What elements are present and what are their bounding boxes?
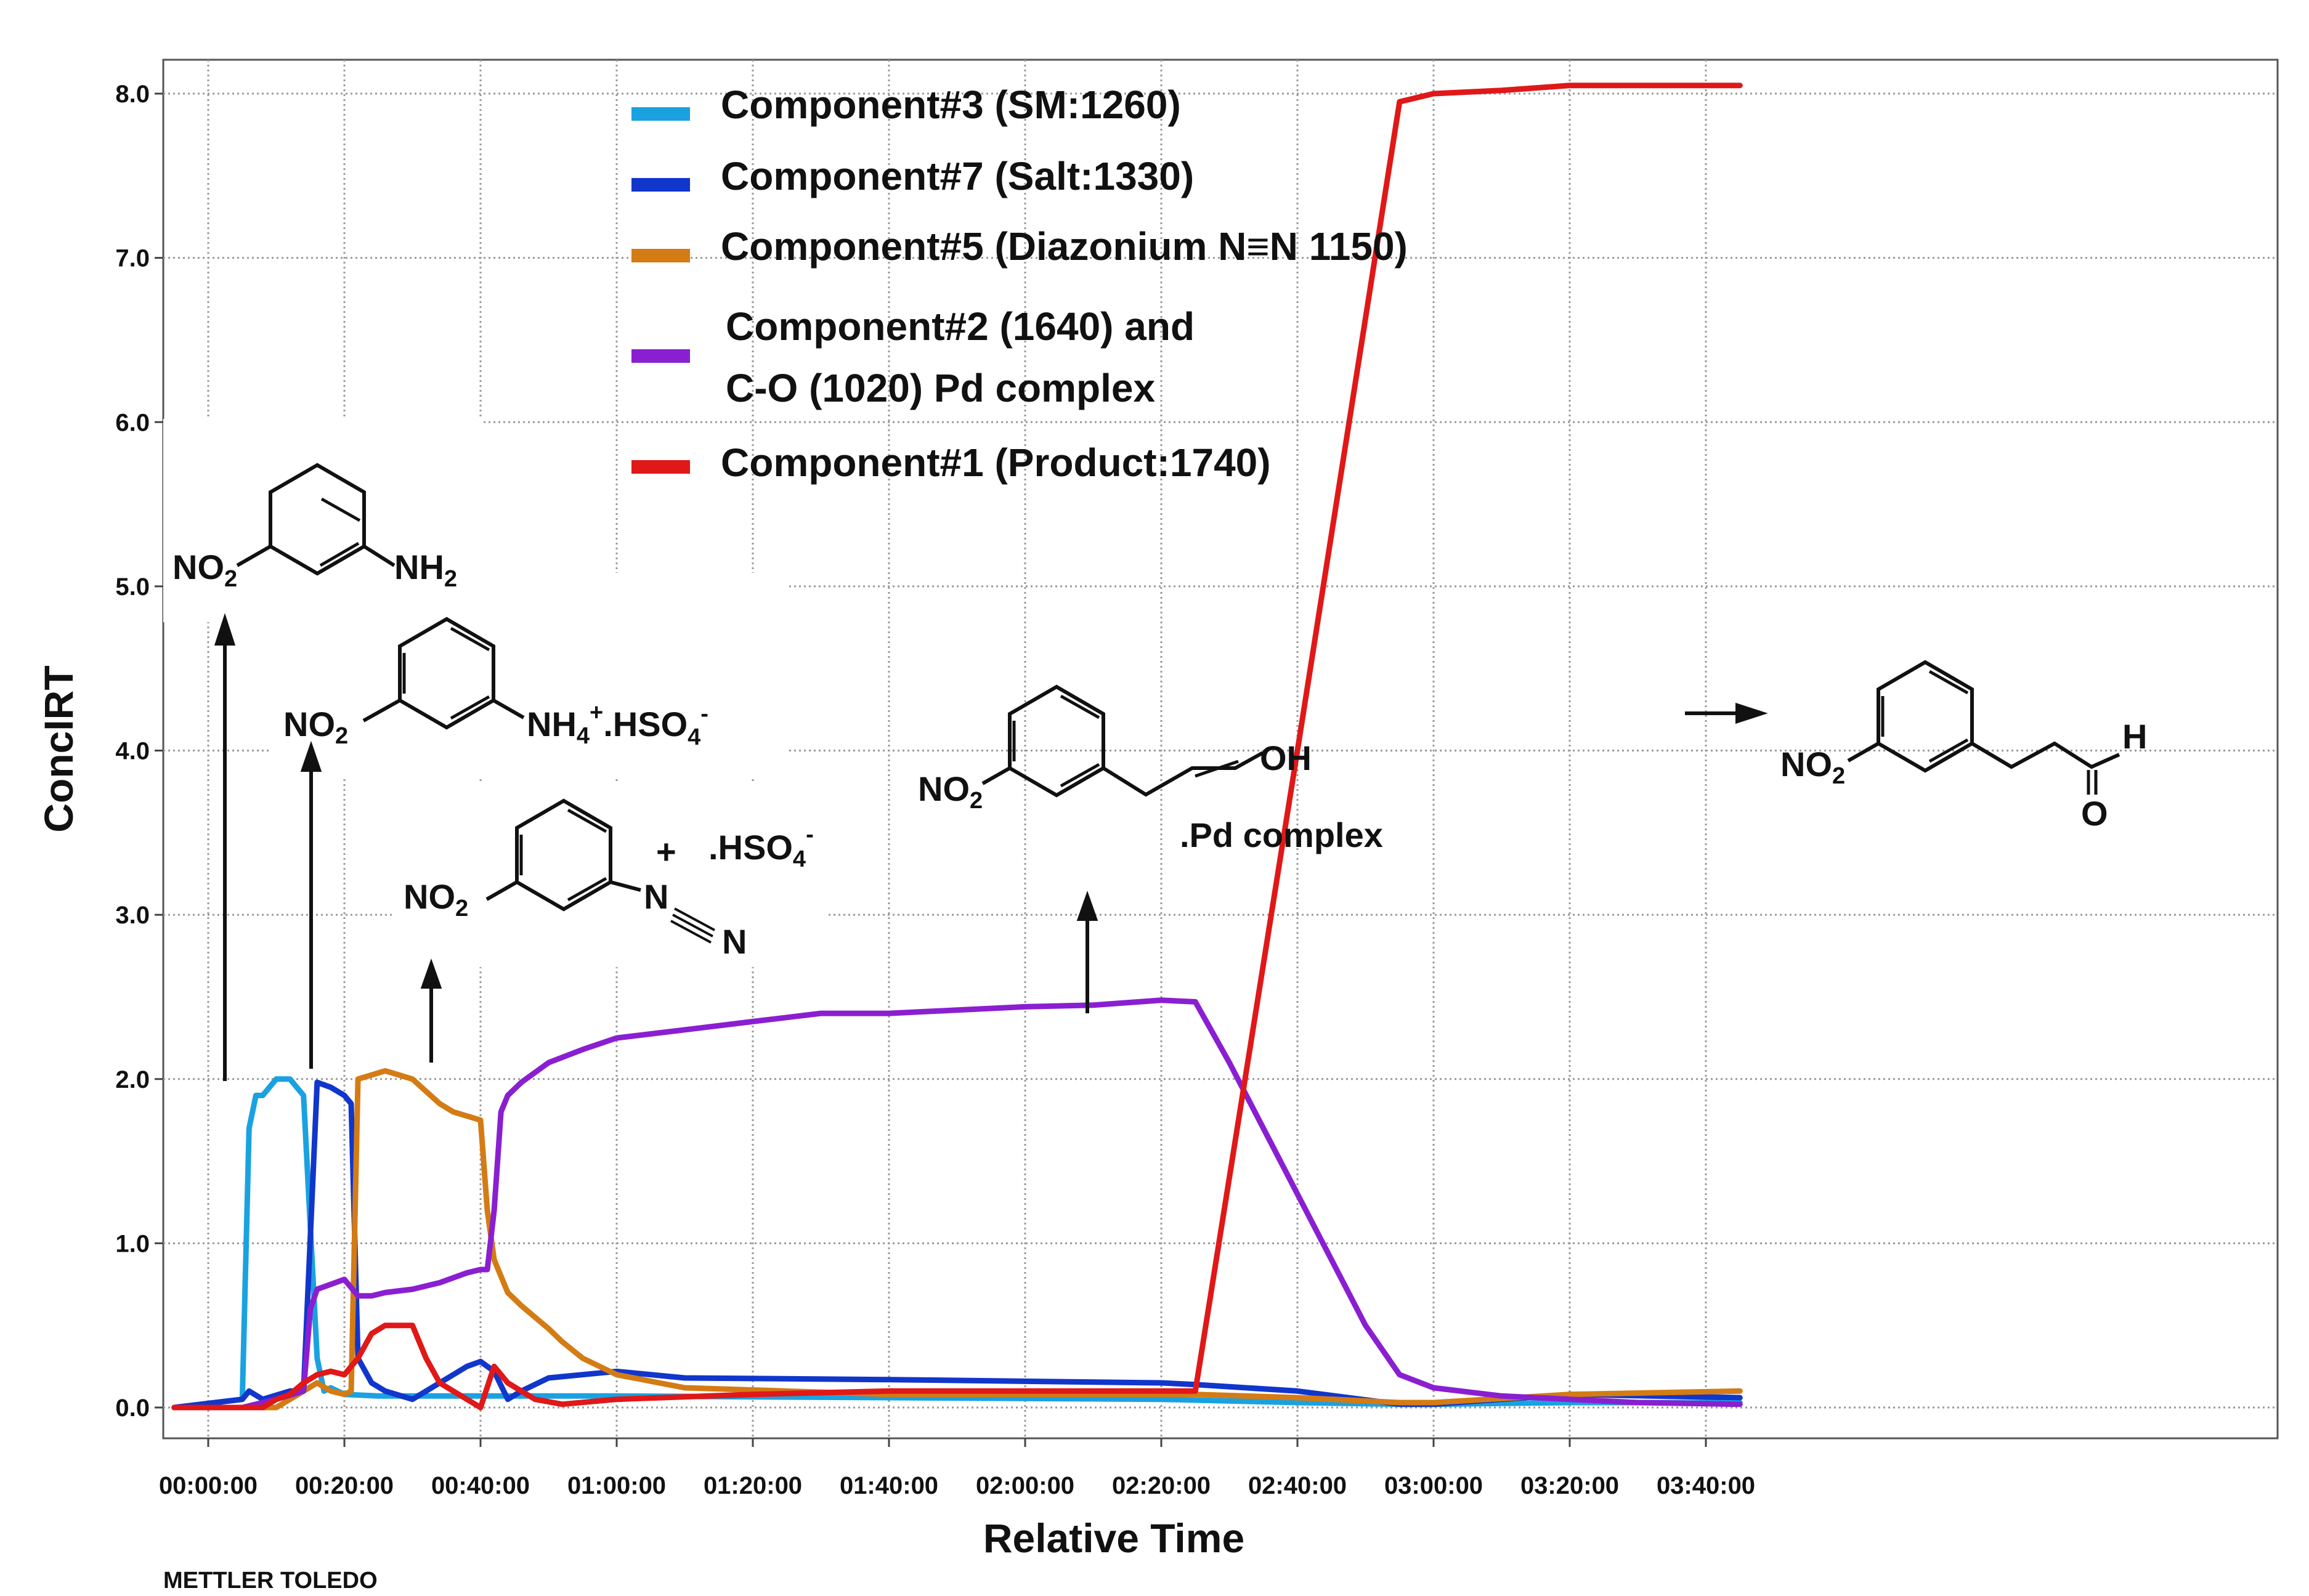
plot-frame	[162, 59, 2279, 1440]
x-tick-label: 03:40:00	[1657, 1472, 1755, 1499]
x-tick-labels: 00:00:00 00:20:00 00:40:00 01:00:00 01:20:00…	[159, 1472, 1755, 1499]
y-tick-label: 1.0	[115, 1230, 150, 1257]
series-line-3	[171, 1067, 1743, 1411]
legend-label: Component#2 (1640) and	[726, 304, 1195, 349]
series-lines	[171, 83, 1743, 1411]
molecule-nitroaniline: NO2 NH2	[172, 463, 457, 592]
svg-text:N: N	[644, 877, 668, 916]
y-tick-labels: 0.0 1.0 2.0 3.0 4.0 5.0 6.0 7.0 8.0	[115, 81, 150, 1422]
annotation-arrows	[214, 613, 1768, 1081]
svg-text:O: O	[2081, 794, 2108, 833]
x-tick-label: 00:00:00	[159, 1472, 258, 1499]
svg-text:NH4+.HSO4-: NH4+.HSO4-	[527, 700, 708, 750]
svg-text:NH2: NH2	[394, 548, 457, 592]
grid	[155, 60, 2278, 1447]
y-tick-label: 3.0	[115, 902, 150, 929]
y-tick-label: 0.0	[115, 1395, 150, 1422]
legend-label: C-O (1020) Pd complex	[726, 366, 1156, 410]
x-tick-label: 01:20:00	[704, 1472, 802, 1499]
x-tick-label: 01:40:00	[840, 1472, 938, 1499]
svg-text:H: H	[2122, 717, 2147, 756]
y-tick-label: 4.0	[115, 738, 150, 765]
molecule-enol-pd-complex: NO2 OH .Pd complex	[918, 684, 1383, 854]
x-tick-label: 02:00:00	[976, 1472, 1074, 1499]
y-tick-label: 6.0	[115, 409, 150, 436]
y-tick-label: 8.0	[115, 81, 150, 108]
svg-text:+: +	[656, 832, 676, 871]
svg-text:NO2: NO2	[1780, 745, 1845, 789]
series-line-4	[171, 997, 1743, 1411]
svg-text:NO2: NO2	[172, 548, 237, 592]
arrow-diazonium-head	[420, 958, 442, 989]
x-tick-label: 01:00:00	[567, 1472, 666, 1499]
arrow-sm-head	[214, 613, 236, 646]
y-tick-label: 5.0	[115, 573, 150, 601]
y-tick-label: 2.0	[115, 1066, 150, 1093]
y-tick-label: 7.0	[115, 245, 150, 272]
legend-label: Component#1 (Product:1740)	[721, 440, 1271, 485]
molecule-ammonium-salt: NO2 NH4+.HSO4-	[283, 617, 708, 750]
svg-text:.Pd complex: .Pd complex	[1180, 816, 1383, 854]
legend-label: Component#7 (Salt:1330)	[721, 154, 1194, 198]
structure-mask-2	[271, 573, 789, 776]
x-tick-label: 00:20:00	[295, 1472, 394, 1499]
svg-text:N: N	[722, 922, 747, 961]
x-tick-label: 03:00:00	[1384, 1472, 1483, 1499]
svg-text:OH: OH	[1260, 739, 1312, 777]
arrow-salt-head	[300, 740, 322, 772]
molecule-diazonium-salt: NO2 + N N .HSO4-	[404, 798, 814, 961]
series-line-2	[171, 1079, 1743, 1411]
x-tick-label: 02:40:00	[1248, 1472, 1347, 1499]
x-tick-label: 02:20:00	[1112, 1472, 1211, 1499]
molecule-aldehyde-product: NO2 H O	[1780, 660, 2147, 833]
svg-text:.HSO4-: .HSO4-	[708, 822, 814, 872]
svg-text:NO2: NO2	[283, 705, 348, 749]
legend-label: Component#3 (SM:1260)	[721, 83, 1181, 127]
y-axis-title: ConcIRT	[36, 665, 81, 832]
legend: Component#3 (SM:1260) Component#7 (Salt:1…	[631, 83, 1408, 485]
svg-text:NO2: NO2	[918, 769, 983, 814]
x-tick-label: 00:40:00	[431, 1472, 530, 1499]
arrow-pd-head	[1076, 890, 1098, 921]
legend-label: Component#5 (Diazonium N≡N 1150)	[721, 224, 1408, 269]
svg-text:NO2: NO2	[404, 877, 468, 922]
series-line-5	[171, 83, 1743, 1411]
brand-label: METTLER TOLEDO	[163, 1568, 378, 1594]
x-tick-label: 03:20:00	[1520, 1472, 1619, 1499]
arrow-product-head	[1735, 702, 1768, 724]
x-axis-title: Relative Time	[983, 1515, 1244, 1561]
